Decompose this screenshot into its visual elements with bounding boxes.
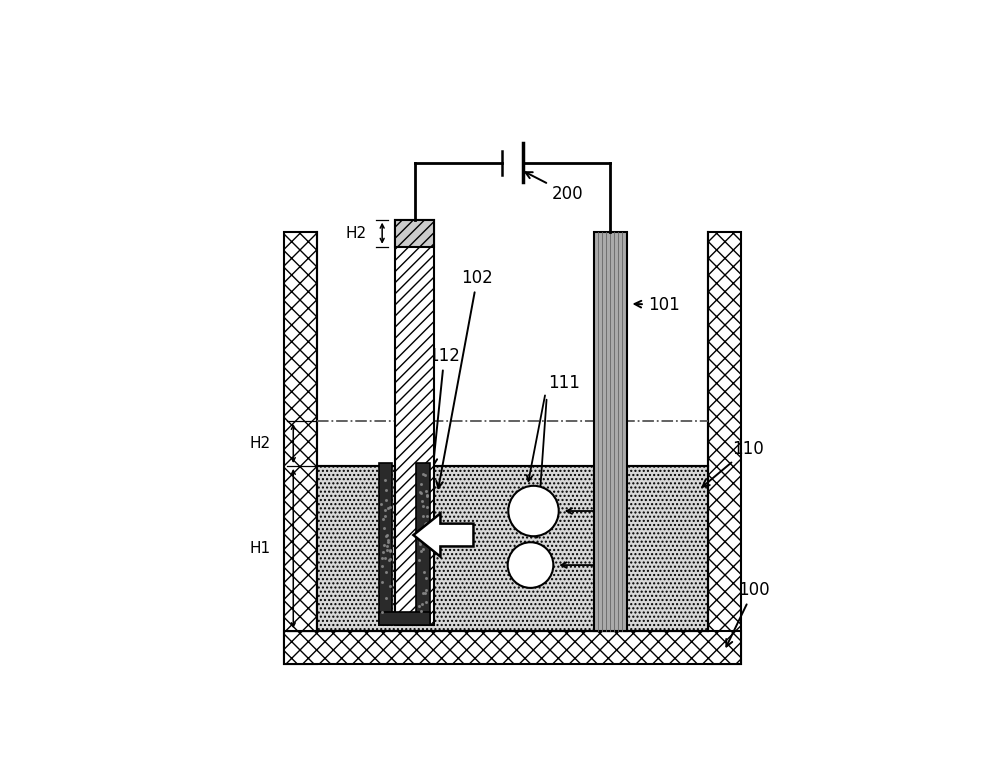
Point [378,484,394,496]
Point [413,544,429,557]
Point [373,498,389,510]
Point [380,534,396,547]
Point [382,501,398,513]
Point [378,592,394,604]
Text: 112: 112 [428,347,460,466]
Point [374,560,390,573]
Point [375,513,391,526]
Text: H1: H1 [250,541,271,556]
FancyArrow shape [413,513,473,557]
Point [382,544,398,556]
Point [419,501,435,513]
Point [378,530,394,542]
Point [377,551,393,564]
Point [412,538,428,551]
Point [412,486,428,498]
Point [418,572,434,584]
Bar [317,466,708,631]
Bar [395,220,434,246]
Point [414,597,430,610]
Point [419,489,435,502]
Circle shape [508,542,553,588]
Point [417,518,433,530]
Point [412,536,428,548]
Point [382,580,398,592]
Point [418,517,434,530]
Bar [284,232,317,665]
Text: 102: 102 [436,269,493,488]
Point [379,544,395,556]
Point [382,545,398,558]
Point [374,605,390,618]
Point [414,495,430,507]
Point [413,487,429,499]
Point [413,604,429,617]
Text: 101: 101 [635,296,679,314]
Point [379,529,395,541]
Bar [395,220,434,625]
Bar [317,232,708,466]
Bar [379,463,392,625]
Point [415,526,431,539]
Point [377,510,393,523]
Text: 111: 111 [549,374,580,392]
Point [417,587,433,599]
Point [376,522,392,534]
Point [382,552,398,565]
Point [380,536,396,548]
Point [413,478,429,491]
Point [417,469,433,481]
Point [374,576,390,588]
Bar [708,232,741,665]
Bar [395,220,434,246]
Point [380,502,396,515]
Point [377,504,393,516]
Point [416,566,432,578]
Point [419,489,435,502]
Point [411,600,427,612]
Text: H2: H2 [346,225,367,241]
Point [375,545,391,558]
Bar [284,631,741,665]
Point [377,473,393,486]
Bar [594,232,627,631]
Text: H2: H2 [250,436,271,451]
Text: 200: 200 [525,172,583,203]
Circle shape [508,486,559,536]
Point [378,566,394,578]
Point [418,584,434,597]
Point [418,596,434,608]
Text: 100: 100 [726,581,769,647]
Point [379,540,395,552]
Point [418,484,434,497]
Point [415,543,431,555]
Bar [416,463,430,625]
Point [374,551,390,564]
Bar [379,612,430,625]
Point [415,468,431,480]
Text: 110: 110 [702,440,763,487]
Point [376,539,392,551]
Point [378,494,394,506]
Point [415,499,431,512]
Point [415,509,431,522]
Point [381,554,397,566]
Point [419,509,435,522]
Point [411,554,427,566]
Point [415,587,431,600]
